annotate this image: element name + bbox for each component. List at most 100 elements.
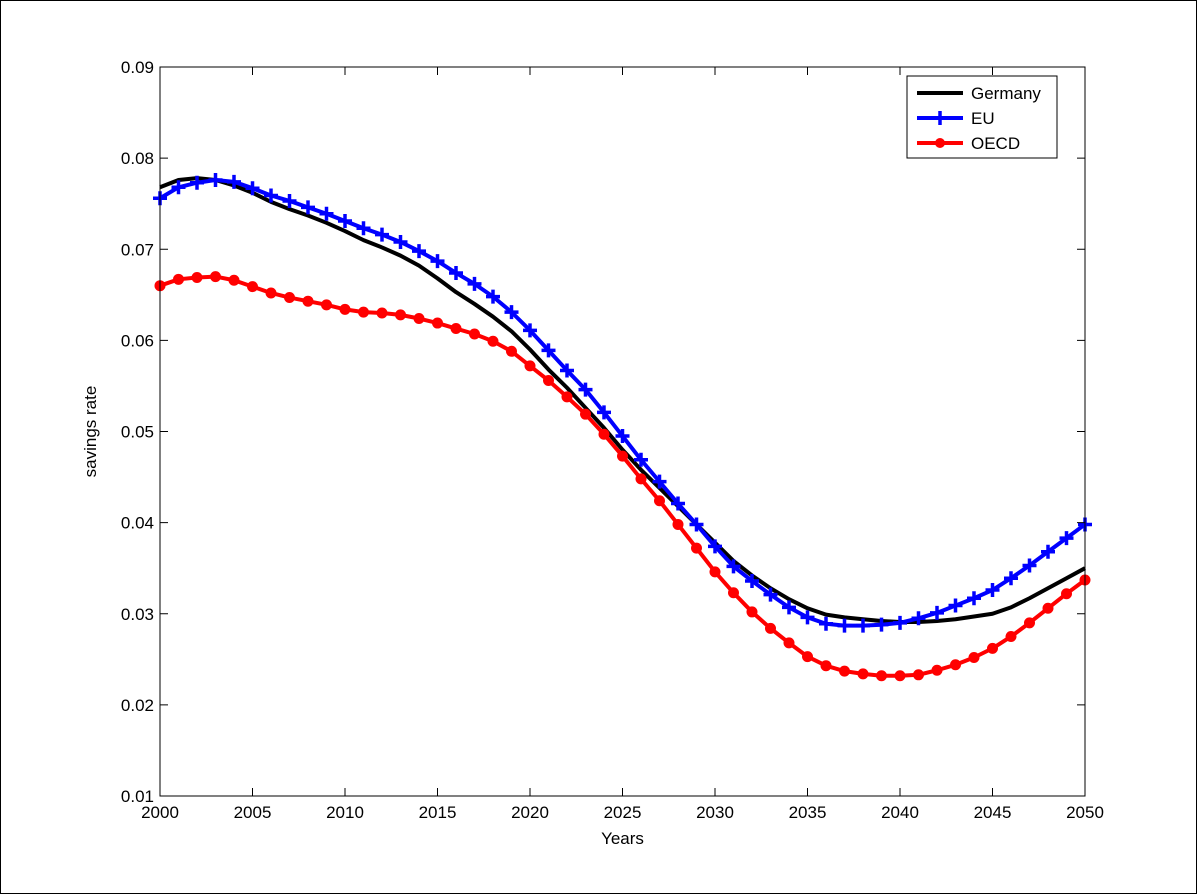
data-point-circle xyxy=(765,622,776,634)
data-point-plus xyxy=(708,539,722,554)
data-point-circle xyxy=(1024,617,1035,629)
data-point-plus xyxy=(726,559,741,574)
data-point-circle xyxy=(857,668,869,680)
data-point-circle xyxy=(413,313,425,325)
legend-item-oecd: OECD xyxy=(917,134,1020,153)
data-point-circle xyxy=(987,642,998,654)
data-point-circle xyxy=(709,566,721,578)
data-point-circle xyxy=(173,273,184,285)
data-point-plus xyxy=(375,227,389,242)
data-point-circle xyxy=(617,450,628,462)
data-point-plus xyxy=(745,573,759,588)
data-point-circle xyxy=(432,317,443,329)
data-point-plus xyxy=(412,244,426,259)
legend: Germany EU OECD xyxy=(906,75,1058,159)
data-point-circle xyxy=(1005,631,1017,643)
data-point-circle xyxy=(284,292,295,304)
data-point-circle xyxy=(524,360,536,372)
data-point-plus xyxy=(541,343,556,358)
data-point-circle xyxy=(820,660,832,672)
data-point-plus xyxy=(782,600,796,615)
y-tick-label: 0.09 xyxy=(121,58,154,77)
x-tick-label: 2045 xyxy=(974,803,1012,822)
data-point-circle xyxy=(691,542,702,554)
x-tick-label: 2050 xyxy=(1066,803,1104,822)
data-point-circle xyxy=(672,518,684,530)
data-point-plus xyxy=(245,181,260,196)
x-tick-label: 2035 xyxy=(789,803,827,822)
x-tick-label: 2000 xyxy=(141,803,179,822)
y-tick-label: 0.07 xyxy=(121,240,154,259)
data-point-plus xyxy=(356,221,371,236)
legend-marker-plus xyxy=(933,111,947,125)
data-point-plus xyxy=(319,206,334,221)
data-point-circle xyxy=(376,307,388,319)
data-point-plus xyxy=(467,276,482,291)
data-point-circle xyxy=(358,306,369,318)
legend-item-eu: EU xyxy=(917,109,995,128)
x-tick-label: 2015 xyxy=(419,803,457,822)
series-oecd xyxy=(154,271,1091,682)
data-point-plus xyxy=(578,382,593,397)
data-point-circle xyxy=(506,345,517,357)
y-axis-label: savings rate xyxy=(81,386,100,478)
data-point-circle xyxy=(802,651,813,663)
data-point-plus xyxy=(597,405,611,420)
data-point-plus xyxy=(190,175,204,190)
data-point-plus xyxy=(208,172,223,187)
y-tick-label: 0.06 xyxy=(121,331,154,350)
data-point-circle xyxy=(543,374,554,386)
data-point-plus xyxy=(967,591,981,606)
data-point-plus xyxy=(819,616,833,631)
x-tick-label: 2030 xyxy=(696,803,734,822)
data-point-plus xyxy=(874,617,889,632)
legend-item-germany: Germany xyxy=(917,84,1041,103)
data-point-plus xyxy=(1022,558,1037,573)
data-point-plus xyxy=(282,193,297,208)
legend-label: OECD xyxy=(971,134,1020,153)
data-point-plus xyxy=(800,610,815,625)
data-point-plus xyxy=(1059,531,1074,546)
data-point-circle xyxy=(395,309,406,321)
data-point-circle xyxy=(265,287,277,299)
data-point-circle xyxy=(469,328,480,340)
data-point-plus xyxy=(171,180,186,195)
data-point-circle xyxy=(913,669,924,681)
data-point-plus xyxy=(486,289,500,304)
y-tick-label: 0.08 xyxy=(121,149,154,168)
x-tick-label: 2040 xyxy=(881,803,919,822)
data-point-plus xyxy=(301,200,315,215)
data-point-circle xyxy=(876,670,887,682)
data-point-circle xyxy=(598,428,610,440)
data-point-plus xyxy=(652,474,667,489)
data-point-circle xyxy=(746,606,758,618)
y-tick-label: 0.05 xyxy=(121,423,154,442)
data-point-circle xyxy=(210,271,221,283)
series-germany xyxy=(159,176,1086,624)
y-tick-label: 0.03 xyxy=(121,605,154,624)
data-point-plus xyxy=(837,618,852,633)
data-point-plus xyxy=(985,583,1000,598)
data-point-circle xyxy=(783,637,795,649)
y-tick-label: 0.04 xyxy=(121,514,154,533)
data-point-circle xyxy=(339,303,351,315)
data-point-plus xyxy=(1004,571,1018,586)
data-point-plus xyxy=(689,517,704,532)
data-point-plus xyxy=(856,618,870,633)
data-point-circle xyxy=(450,323,462,335)
data-point-plus xyxy=(634,452,648,467)
data-point-circle xyxy=(561,391,573,403)
data-point-circle xyxy=(728,587,739,599)
x-tick-label: 2010 xyxy=(326,803,364,822)
data-point-plus xyxy=(264,188,278,203)
data-point-plus xyxy=(523,323,537,338)
data-point-circle xyxy=(1061,588,1072,600)
data-point-circle xyxy=(228,274,240,286)
legend-marker-circle xyxy=(935,138,945,148)
data-point-plus xyxy=(393,234,408,249)
x-tick-label: 2025 xyxy=(604,803,642,822)
legend-label: EU xyxy=(971,109,995,128)
data-point-plus xyxy=(338,214,352,229)
series-line-germany xyxy=(159,176,1086,624)
